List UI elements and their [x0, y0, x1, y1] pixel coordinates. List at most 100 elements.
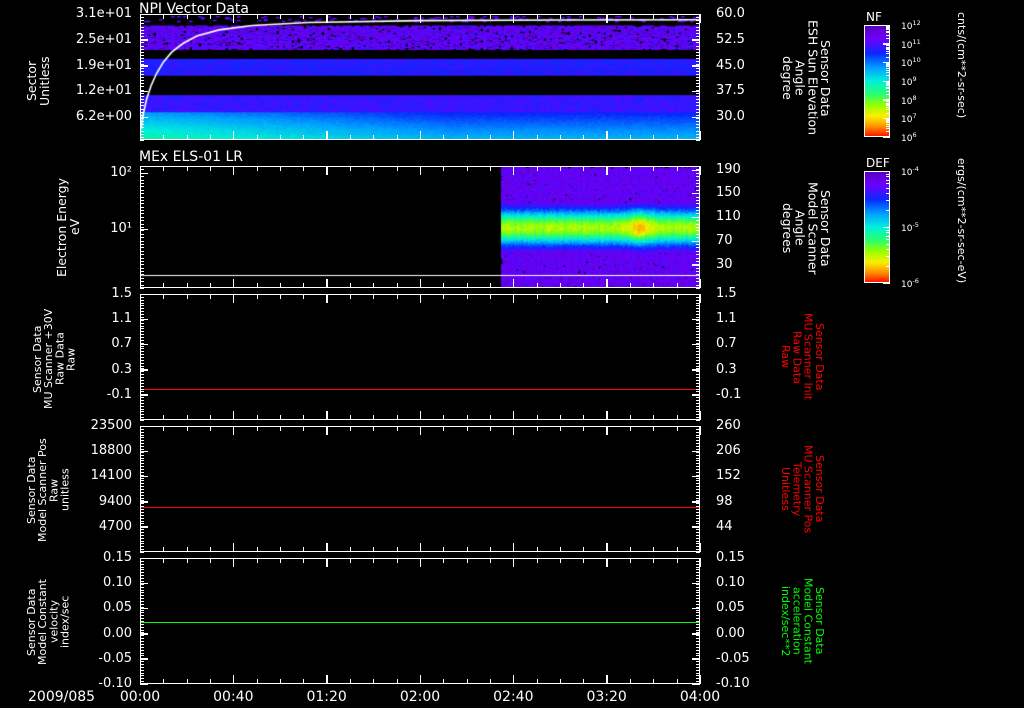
colorbar-minor-tick	[886, 239, 890, 241]
panel-npi-x-minor-tick-top	[280, 14, 281, 19]
panel-els-left-minor-tick	[140, 203, 144, 205]
panel-model-constant-left-minor-tick	[140, 661, 144, 663]
panel-scanner-pos-right-minor-tick	[696, 534, 700, 536]
panel-model-constant-right-minor-tick	[696, 632, 700, 634]
panel-scanner-pos-right-minor-tick	[696, 428, 700, 430]
panel-scanner-30v-right-minor-tick	[696, 351, 700, 353]
panel-els-right-tick-label: 30	[716, 256, 733, 272]
panel-npi-x-minor-tick-top	[326, 14, 328, 19]
panel-scanner-30v-left-minor-tick	[140, 299, 144, 301]
colorbar-major-tick	[883, 226, 890, 228]
panel-scanner-pos-line	[141, 507, 699, 508]
panel-scanner-pos-x-minor-tick-bottom	[256, 547, 258, 552]
panel-model-constant-left-minor-tick	[140, 638, 144, 640]
colorbar-minor-tick	[886, 112, 890, 114]
panel-els-x-major-tick-bottom	[699, 279, 701, 288]
panel-scanner-pos-left-minor-tick	[140, 494, 144, 496]
panel-els-x-minor-tick-bottom	[630, 283, 631, 288]
panel-model-constant-left-major-tick	[140, 557, 148, 559]
panel-scanner-30v-x-minor-tick-top	[536, 294, 538, 299]
panel-scanner-pos-x-minor-tick-bottom	[490, 547, 491, 552]
colorbar-nf-title: NF	[866, 10, 882, 24]
panel-npi-right-major-tick	[692, 90, 700, 93]
panel-model-constant-x-minor-tick-bottom	[490, 679, 491, 684]
panel-scanner-pos-x-minor-tick-bottom	[420, 547, 421, 552]
panel-scanner-pos-left-minor-tick	[140, 446, 144, 448]
panel-scanner-30v-right-minor-tick	[696, 339, 700, 341]
panel-npi-left-minor-tick	[140, 102, 144, 104]
panel-els-title: MEx ELS-01 LR	[139, 149, 244, 165]
panel-scanner-pos-left-minor-tick	[140, 549, 144, 551]
time-axis-tick-label: 03:20	[586, 689, 627, 705]
colorbar-major-tick	[883, 43, 890, 45]
panel-scanner-30v-left-minor-tick	[140, 374, 144, 376]
panel-scanner-pos-right-minor-tick	[696, 434, 700, 436]
panel-model-constant-left-minor-tick	[140, 678, 144, 680]
colorbar-minor-tick	[886, 187, 890, 189]
panel-model-constant-left-minor-tick	[140, 558, 144, 559]
panel-els-left-minor-tick	[140, 193, 144, 195]
panel-els-right-major-tick	[692, 169, 700, 172]
panel-els-x-minor-tick-bottom	[443, 283, 445, 288]
colorbar-major-tick	[883, 117, 890, 120]
panel-scanner-30v-x-minor-tick-top	[466, 294, 468, 299]
panel-model-constant-left-minor-tick	[140, 646, 144, 648]
colorbar-minor-tick	[886, 86, 890, 88]
panel-scanner-30v-right-minor-tick	[696, 296, 700, 298]
time-axis-tick-label: 02:00	[399, 689, 441, 705]
panel-scanner-pos-right-minor-tick	[696, 526, 700, 528]
panel-scanner-pos-right-minor-tick	[696, 506, 700, 508]
panel-model-constant-right-minor-tick	[696, 583, 700, 585]
panel-scanner-30v-left-minor-tick	[140, 296, 144, 298]
colorbar-minor-tick	[886, 131, 890, 133]
colorbar-minor-tick	[886, 85, 890, 87]
panel-els-x-minor-tick-top	[233, 166, 235, 171]
panel-scanner-30v-x-minor-tick-bottom	[350, 415, 351, 420]
panel-npi-x-minor-tick-top	[536, 14, 538, 19]
panel-scanner-30v-right-label: Sensor Data MU Scanner Init Raw Data Raw	[779, 313, 826, 401]
panel-scanner-30v-frame	[140, 294, 700, 420]
panel-npi-left-minor-tick	[140, 29, 144, 31]
colorbar-minor-tick	[886, 249, 890, 251]
panel-model-constant-right-minor-tick	[696, 666, 700, 668]
panel-npi-x-minor-tick-top	[256, 14, 258, 19]
panel-model-constant-right-minor-tick	[696, 649, 700, 651]
panel-model-constant-right-minor-tick	[696, 595, 700, 597]
panel-npi-right-major-tick	[692, 65, 700, 67]
panel-scanner-30v-x-minor-tick-top	[210, 294, 211, 299]
colorbar-minor-tick	[886, 26, 890, 28]
panel-scanner-pos-right-tick-label: 206	[716, 443, 741, 459]
panel-scanner-pos-x-minor-tick-top	[536, 426, 538, 431]
panel-npi-x-minor-tick-top	[396, 14, 398, 19]
panel-scanner-pos-left-minor-tick	[140, 489, 144, 490]
panel-els-right-minor-tick	[696, 237, 700, 239]
panel-scanner-pos-x-minor-tick-top	[560, 426, 561, 431]
panel-els-left-minor-tick	[140, 257, 144, 259]
panel-model-constant-x-minor-tick-top	[466, 558, 468, 563]
colorbar-minor-tick	[886, 64, 890, 66]
panel-npi-right-minor-tick	[696, 83, 700, 85]
panel-els-right-minor-tick	[696, 247, 700, 249]
colorbar-minor-tick	[886, 232, 890, 234]
panel-els-right-minor-tick	[696, 179, 700, 181]
panel-scanner-30v-x-minor-tick-bottom	[583, 415, 585, 420]
panel-scanner-30v-x-minor-tick-top	[140, 294, 141, 299]
colorbar-minor-tick	[886, 47, 890, 49]
panel-model-constant-left-tick-label: 0.05	[103, 600, 132, 616]
panel-scanner-30v-left-tick-label: 1.1	[111, 311, 132, 327]
panel-scanner-pos-left-minor-tick	[140, 497, 144, 499]
panel-els-left-minor-tick	[140, 264, 144, 266]
panel-els-x-minor-tick-bottom	[373, 283, 375, 288]
panel-scanner-pos-right-tick-label: 98	[716, 493, 733, 509]
panel-scanner-pos-x-minor-tick-bottom	[676, 547, 678, 552]
panel-scanner-pos-left-minor-tick	[140, 543, 144, 545]
panel-npi-right-minor-tick	[696, 20, 700, 22]
panel-els-x-minor-tick-top	[653, 166, 655, 171]
colorbar-tick-label: 10-4	[901, 165, 919, 178]
panel-npi-right-label: Sensor Data ESH Sun Elevation Angle degr…	[779, 20, 833, 136]
colorbar-minor-tick	[886, 105, 890, 107]
panel-npi-x-minor-tick-bottom	[256, 135, 258, 140]
panel-scanner-pos-left-minor-tick	[140, 506, 144, 508]
panel-scanner-30v-left-minor-tick	[140, 339, 144, 341]
panel-npi-spectrogram	[141, 15, 699, 139]
